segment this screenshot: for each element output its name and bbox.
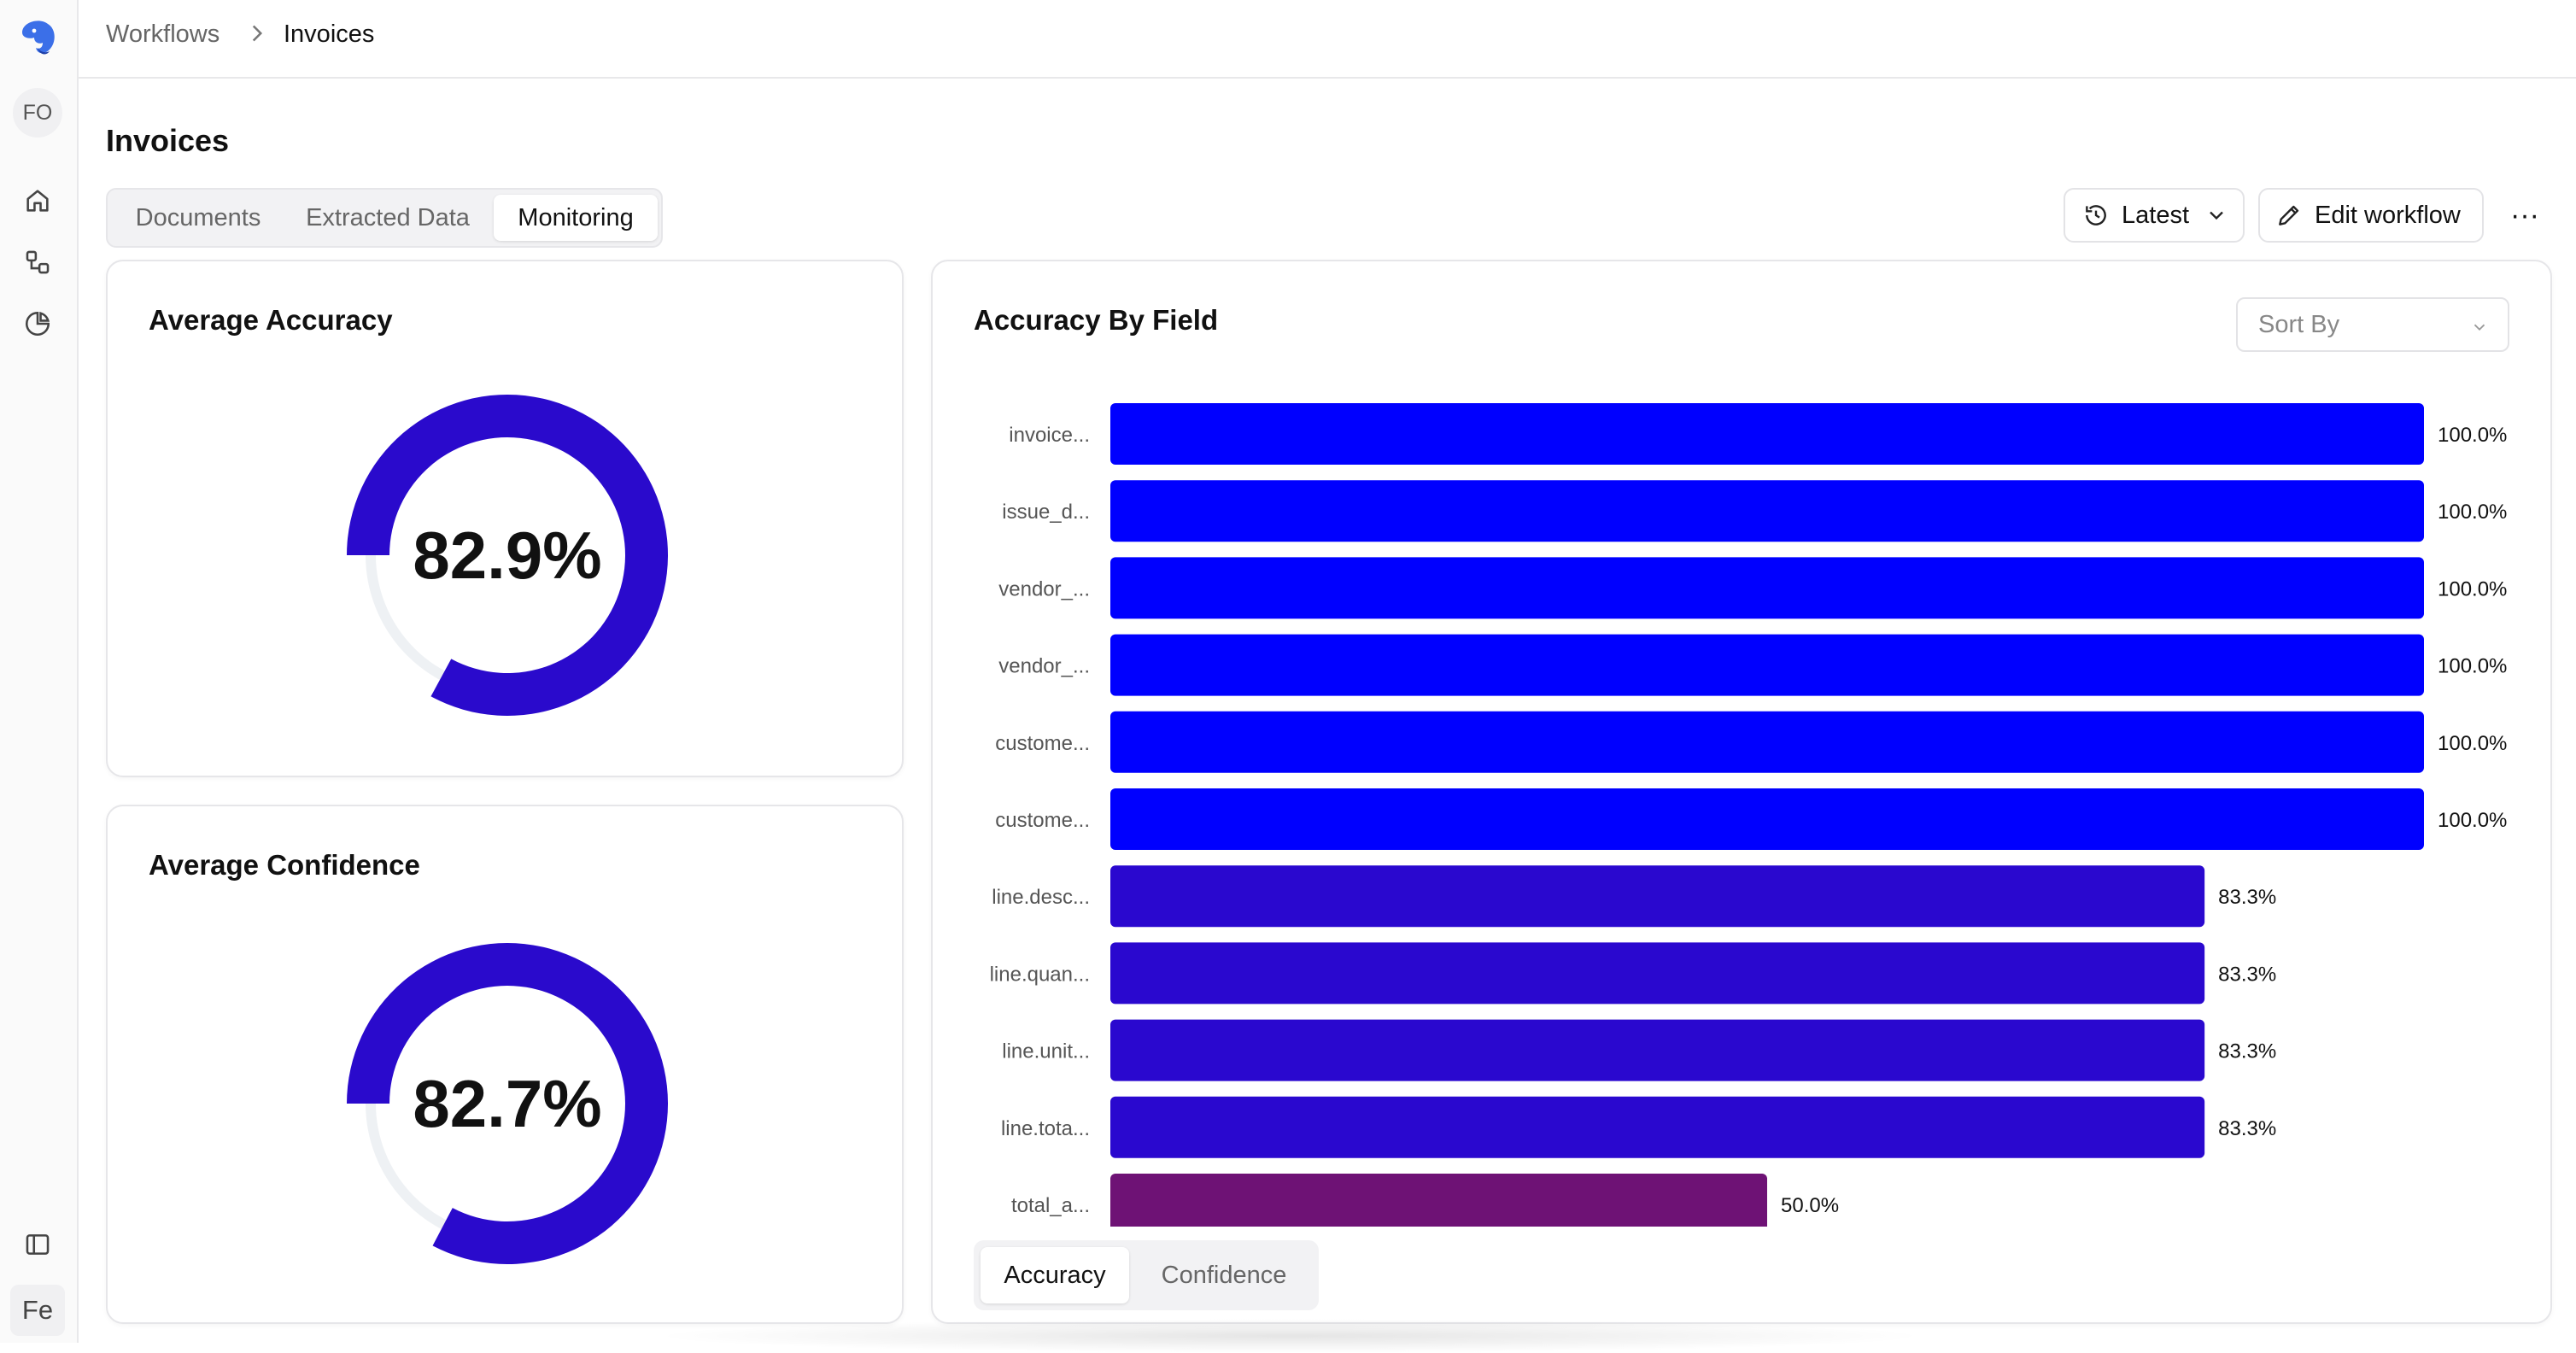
bar[interactable] xyxy=(1110,1174,1767,1227)
accuracy-value: 82.9% xyxy=(413,517,602,593)
bar-category-label: invoice... xyxy=(1009,424,1090,447)
bar-category-label: vendor_... xyxy=(998,577,1090,600)
bar-category-label: line.tota... xyxy=(1001,1117,1090,1140)
bar-value-label: 100.0% xyxy=(2438,732,2507,755)
tab-confidence[interactable]: Confidence xyxy=(1161,1261,1287,1289)
tab-documents[interactable]: Documents xyxy=(135,203,261,231)
avatar[interactable]: FO xyxy=(13,88,62,138)
accuracy-donut: 82.9% xyxy=(347,394,668,716)
bar-value-label: 83.3% xyxy=(2218,1117,2276,1140)
pie-chart-icon[interactable] xyxy=(21,308,54,340)
average-confidence-title: Average Confidence xyxy=(149,849,420,881)
page-tabs: Documents Extracted Data Monitoring xyxy=(106,188,663,248)
bar-value-label: 83.3% xyxy=(2218,1040,2276,1063)
page-title: Invoices xyxy=(106,123,230,158)
tab-extracted-data[interactable]: Extracted Data xyxy=(306,203,470,231)
bar-category-label: line.unit... xyxy=(1002,1040,1090,1063)
bar[interactable] xyxy=(1110,557,2424,619)
breadcrumb-current: Invoices xyxy=(284,20,375,48)
bar[interactable] xyxy=(1110,711,2424,773)
edit-workflow-button[interactable]: Edit workflow xyxy=(2258,188,2484,243)
bar-category-label: vendor_... xyxy=(998,655,1090,678)
bar[interactable] xyxy=(1110,1019,2205,1081)
bottom-shadow xyxy=(649,1319,1930,1353)
confidence-donut-chart xyxy=(347,943,668,1264)
sort-by-select[interactable]: Sort By xyxy=(2236,297,2509,352)
bar[interactable] xyxy=(1110,634,2424,696)
accuracy-by-field-title: Accuracy By Field xyxy=(974,304,1219,336)
bar-category-label: line.desc... xyxy=(992,886,1090,909)
workspace-badge[interactable]: Fe xyxy=(10,1285,65,1336)
accuracy-donut-chart xyxy=(347,394,668,716)
chevron-right-icon xyxy=(243,19,272,55)
tab-accuracy[interactable]: Accuracy xyxy=(981,1247,1129,1303)
sort-by-placeholder: Sort By xyxy=(2258,310,2340,338)
breadcrumb-workflows[interactable]: Workflows xyxy=(106,20,220,48)
bar[interactable] xyxy=(1110,942,2205,1004)
bar[interactable] xyxy=(1110,480,2424,542)
bar-category-label: total_a... xyxy=(1011,1194,1090,1217)
accuracy-by-field-card: Accuracy By Field Sort By invoice... 100.… xyxy=(931,260,2552,1324)
bar-value-label: 83.3% xyxy=(2218,886,2276,909)
bar[interactable] xyxy=(1110,788,2424,850)
accuracy-bar-chart: invoice... 100.0% issue_d... 100.0% vendor_.… xyxy=(990,403,2507,1227)
bar-value-label: 100.0% xyxy=(2438,501,2507,524)
bar-value-label: 50.0% xyxy=(1781,1194,1839,1217)
bar-value-label: 83.3% xyxy=(2218,963,2276,986)
chevron-down-icon xyxy=(2210,211,2223,220)
bar-category-label: custome... xyxy=(995,809,1090,832)
bar[interactable] xyxy=(1110,1096,2205,1158)
bar-category-label: line.quan... xyxy=(990,963,1090,986)
bar[interactable] xyxy=(1110,865,2205,928)
bar-value-label: 100.0% xyxy=(2438,424,2507,447)
average-accuracy-title: Average Accuracy xyxy=(149,304,393,336)
bar-value-label: 100.0% xyxy=(2438,809,2507,832)
tab-monitoring[interactable]: Monitoring xyxy=(494,195,658,241)
bar[interactable] xyxy=(1110,403,2424,465)
version-select-button[interactable]: Latest xyxy=(2064,188,2245,243)
edit-workflow-label: Edit workflow xyxy=(2315,201,2461,229)
bar-value-label: 100.0% xyxy=(2438,655,2507,678)
top-bar: Workflows Invoices xyxy=(79,0,2576,79)
history-icon xyxy=(2086,205,2106,226)
version-label: Latest xyxy=(2122,201,2189,229)
sidebar: FO Fe xyxy=(0,0,79,1343)
home-icon[interactable] xyxy=(21,184,54,217)
elephant-logo-icon[interactable] xyxy=(14,14,61,62)
bar-category-label: issue_d... xyxy=(1002,501,1090,524)
more-horizontal-icon[interactable]: ··· xyxy=(2510,198,2539,231)
bar-value-label: 100.0% xyxy=(2438,577,2507,600)
pencil-icon xyxy=(2279,205,2299,226)
average-confidence-card: Average Confidence 82.7% xyxy=(106,805,904,1324)
metric-tabs: Accuracy Confidence xyxy=(974,1240,1319,1310)
sidebar-panel-icon[interactable] xyxy=(21,1228,54,1261)
workflow-icon[interactable] xyxy=(21,246,54,278)
chevron-down-icon xyxy=(2474,324,2485,331)
bar-category-label: custome... xyxy=(995,732,1090,755)
confidence-value: 82.7% xyxy=(413,1065,602,1141)
average-accuracy-card: Average Accuracy 82.9% xyxy=(106,260,904,777)
confidence-donut: 82.7% xyxy=(347,943,668,1264)
